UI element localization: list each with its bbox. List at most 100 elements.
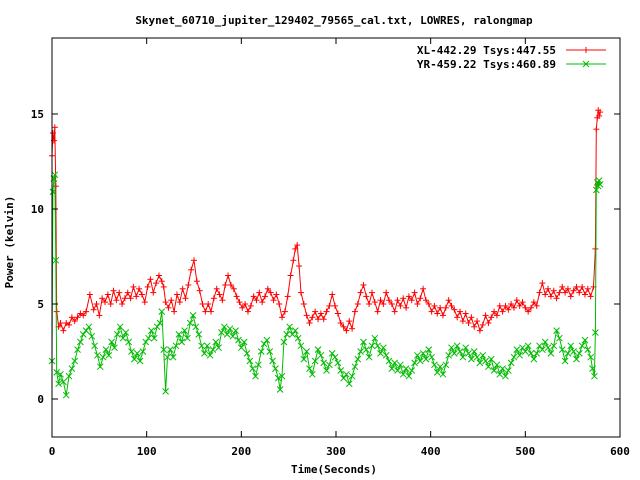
series-1-point-23	[104, 291, 111, 298]
series-2-point-136-b	[416, 357, 424, 365]
series-1-point-68	[230, 285, 237, 292]
series-1-point-51	[182, 295, 189, 302]
series-1-point-147	[451, 306, 458, 313]
series-2-point-179-b	[539, 346, 546, 353]
series-2-point-60-b	[203, 342, 211, 350]
series-2-point-14-b	[77, 338, 84, 346]
series-2-point-24-b	[105, 351, 113, 359]
series-2-point-203-b	[595, 177, 603, 184]
series-2-point-107	[334, 359, 342, 367]
series-1-point-79	[262, 293, 268, 300]
series-1-point-19	[93, 301, 100, 307]
series-2-point-36-b	[139, 348, 147, 355]
series-1-point-35	[138, 291, 145, 298]
series-1-point-173	[525, 308, 532, 315]
series-2-point-82	[266, 348, 274, 355]
series-2-point-82-b	[266, 348, 274, 355]
series-2-point-193-b	[578, 342, 586, 350]
series-2-point-200	[592, 186, 600, 194]
series-2-point-57-b	[195, 331, 203, 338]
series-1-point-47	[171, 308, 178, 315]
series-2-point-171	[516, 351, 524, 359]
series-1-point-159	[485, 320, 492, 326]
series-2-point-187-b	[561, 357, 569, 365]
series-2-point-128	[394, 367, 401, 374]
series-2-point-93-b	[294, 334, 302, 342]
series-1-point-105	[332, 302, 339, 309]
series-2-point-10	[65, 372, 73, 380]
series-2-point-39-b	[148, 327, 155, 334]
series-2-point-40-b	[150, 334, 158, 342]
series-2-point-181-b	[544, 344, 552, 352]
series-2-point-15	[79, 331, 87, 338]
series-2-point-18	[88, 332, 96, 340]
series-2-point-170-b	[513, 346, 521, 353]
series-2-point-11-b	[68, 365, 76, 372]
series-2-point-186	[558, 346, 566, 353]
series-2-point-104	[326, 361, 333, 369]
series-1-point-170	[516, 302, 523, 309]
series-2-point-115	[357, 348, 364, 355]
series-2-point-9	[62, 391, 70, 399]
series-2-point-78-b	[255, 361, 262, 369]
series-2-point-3-b	[51, 171, 59, 179]
series-1-point-29	[121, 295, 128, 302]
series-2-point-71	[235, 336, 242, 344]
series-2-point-197-b	[589, 365, 596, 372]
series-2-point-157	[476, 359, 484, 367]
series-2-point-1	[49, 188, 57, 196]
series-1-point-180	[545, 285, 552, 292]
series-2-point-88	[280, 338, 288, 346]
series-1-point-62	[213, 285, 220, 292]
series-2-point-13	[74, 346, 81, 353]
series-2-point-111-b	[345, 380, 353, 388]
legend-marker-1	[583, 47, 589, 53]
series-2-point-123-b	[379, 344, 387, 352]
series-2-point-28	[116, 323, 124, 331]
series-2-point-173	[521, 348, 529, 355]
series-1-point-195	[587, 293, 594, 300]
series-2-point-144-b	[439, 370, 447, 378]
series-2-point-149-b	[453, 342, 461, 350]
series-1-point-1	[49, 130, 56, 136]
series-2-point-101	[317, 351, 325, 359]
series-2-point-15-b	[79, 331, 87, 338]
series-1-point-135	[417, 295, 424, 302]
series-1-point-201	[596, 112, 603, 119]
series-1-point-168	[510, 304, 517, 311]
series-2-point-124	[382, 351, 390, 359]
x-tick-label-200: 200	[231, 445, 251, 458]
series-1-point-136	[420, 285, 427, 292]
series-2-point-49	[172, 342, 180, 350]
series-1-point-178	[539, 280, 546, 287]
series-2-point-75	[246, 357, 254, 365]
series-2-point-61	[206, 351, 214, 359]
series-2-point-23	[102, 346, 110, 353]
series-2-point-137	[419, 350, 427, 357]
series-2-point-145	[442, 361, 450, 369]
series-1-point-81	[267, 289, 274, 296]
series-2-point-189-b	[567, 342, 575, 350]
series-1-point-94	[300, 301, 307, 307]
series-2-point-197	[589, 365, 596, 372]
series-2-point-17	[85, 323, 93, 331]
series-2-point-178	[536, 342, 543, 350]
series-2-point-9-b	[62, 391, 70, 399]
series-2-point-53-b	[184, 334, 191, 342]
series-1-point-8	[60, 327, 67, 334]
series-1-point-110	[346, 318, 353, 325]
series-1-point-3	[51, 124, 58, 131]
series-2-point-119	[368, 342, 376, 350]
series-1-point-176	[533, 302, 540, 309]
series-2-point-49-b	[172, 342, 180, 350]
series-2-point-64-b	[215, 344, 222, 352]
series-2-point-67	[223, 331, 231, 338]
series-2-point-125	[385, 357, 393, 365]
series-2-point-191	[573, 355, 580, 363]
series-1-point-119	[371, 299, 378, 306]
series-1-point-174	[528, 304, 535, 311]
series-1-point-65	[222, 282, 229, 288]
y-tick-label-10: 10	[31, 203, 44, 216]
